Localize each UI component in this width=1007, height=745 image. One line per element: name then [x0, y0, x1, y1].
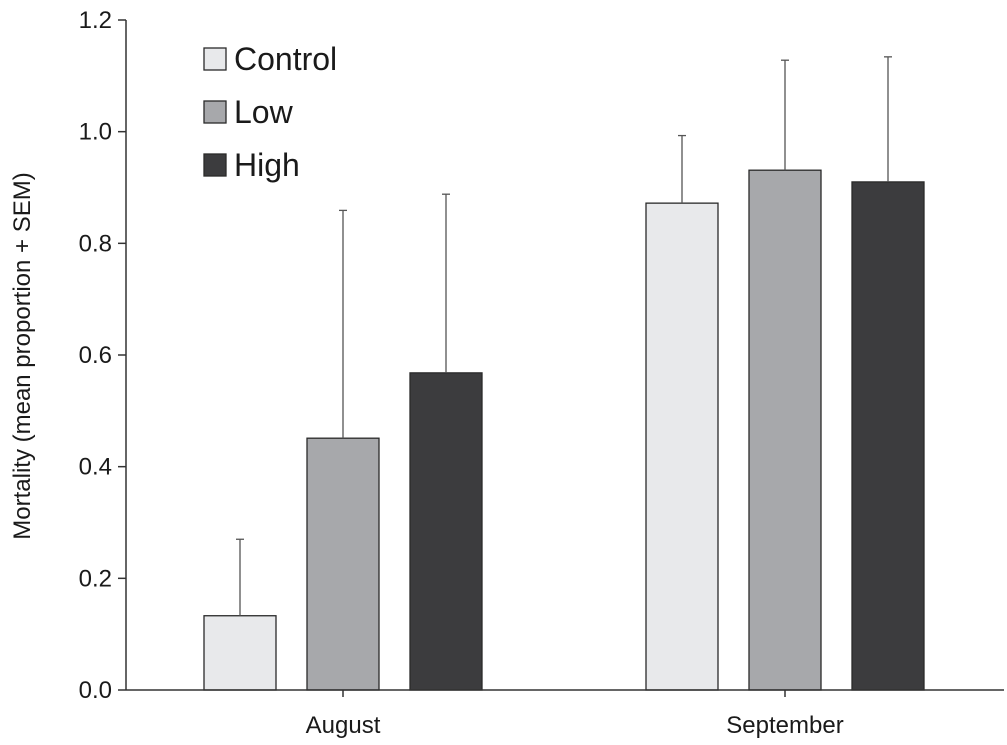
y-tick-label: 1.0	[79, 119, 112, 146]
legend-swatch-high	[203, 153, 227, 177]
plot-bars	[203, 169, 925, 691]
y-axis-title: Mortality (mean proportion + SEM)	[9, 172, 36, 539]
legend-label-high: High	[234, 147, 300, 183]
bar-september-low	[748, 169, 822, 691]
y-tick-label: 0.0	[79, 677, 112, 704]
legend-label-low: Low	[234, 94, 294, 130]
legend: Control Low High	[203, 41, 337, 183]
bar-september-control	[645, 202, 719, 691]
y-tick-label: 1.2	[79, 7, 112, 34]
y-tick-label: 0.8	[79, 230, 112, 257]
error-bars	[236, 56, 892, 616]
bar-september-high	[851, 181, 925, 691]
x-tick-labels: August September	[306, 690, 844, 739]
y-tick-label: 0.2	[79, 565, 112, 592]
legend-swatch-low	[203, 100, 227, 124]
bar-august-control	[203, 615, 277, 691]
x-tick-label-september: September	[726, 712, 843, 739]
y-tick-label: 0.4	[79, 454, 112, 481]
legend-swatch-control	[203, 47, 227, 71]
y-tick-label: 0.6	[79, 342, 112, 369]
legend-label-control: Control	[234, 41, 337, 77]
bar-august-high	[409, 372, 483, 691]
y-ticks: 0.0 0.2 0.4 0.6 0.8 1.0 1.2	[79, 7, 126, 704]
x-tick-label-august: August	[306, 712, 381, 739]
bar-august-low	[306, 437, 380, 691]
